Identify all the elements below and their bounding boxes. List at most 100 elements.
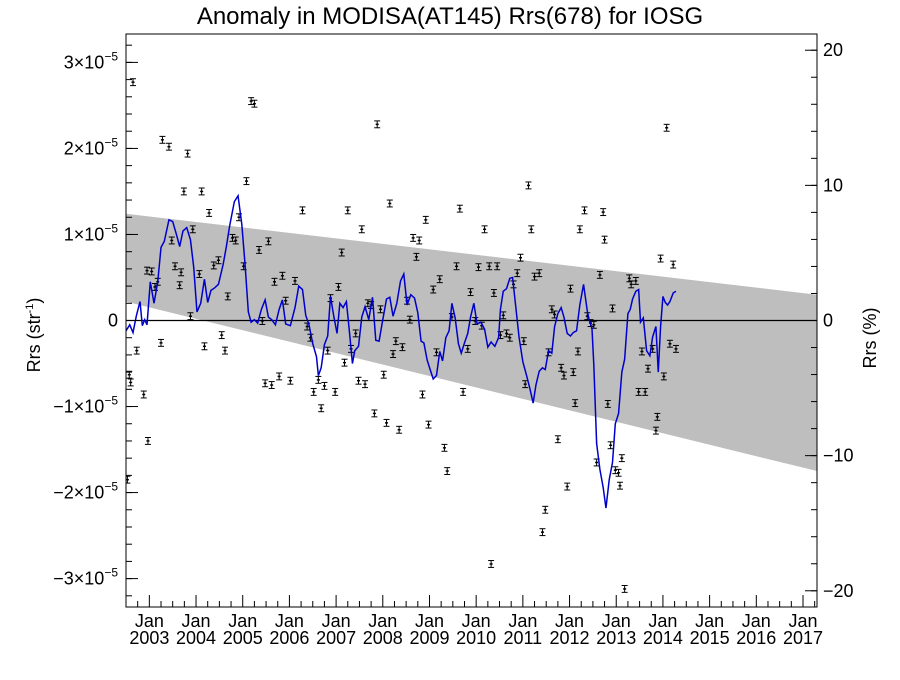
x-tick-label-month: Jan <box>742 611 771 631</box>
data-point <box>224 292 231 301</box>
data-point <box>232 236 239 245</box>
x-tick-label-year: 2012 <box>550 628 590 648</box>
data-point <box>383 418 390 427</box>
data-point <box>256 246 263 254</box>
data-point <box>338 248 345 257</box>
data-point <box>539 528 546 537</box>
data-point <box>210 261 217 270</box>
data-point <box>456 204 463 213</box>
data-point <box>187 312 194 321</box>
y-left-tick-exponent: −5 <box>104 49 118 63</box>
data-point <box>374 120 381 129</box>
data-point <box>520 337 527 346</box>
x-tick-label-year: 2010 <box>456 628 496 648</box>
x-tick-label-year: 2008 <box>363 628 403 648</box>
y-right-tick-label: 0 <box>823 311 833 331</box>
y-left-tick-mantissa: −1×10 <box>53 397 104 417</box>
x-tick-label-year: 2003 <box>129 628 169 648</box>
data-point <box>525 181 532 190</box>
x-tick-label-month: Jan <box>368 611 397 631</box>
x-tick-label-month: Jan <box>508 611 537 631</box>
y-axis-left-title-sup: -1 <box>24 304 36 314</box>
chart-title: Anomaly in MODISA(AT145) Rrs(678) for IO… <box>197 3 703 30</box>
y-axis-right-title: Rrs (%) <box>860 308 880 369</box>
data-point <box>425 420 432 429</box>
data-point <box>176 281 183 290</box>
data-point <box>635 387 642 396</box>
data-point <box>531 272 538 281</box>
data-point <box>133 346 140 355</box>
data-point <box>396 425 403 434</box>
data-point <box>358 225 365 234</box>
y-axis-left-title: Rrs (str-1) <box>24 298 44 373</box>
data-point <box>344 206 351 215</box>
x-tick-label-year: 2009 <box>409 628 449 648</box>
data-point <box>657 254 664 263</box>
data-point <box>335 283 342 291</box>
data-point <box>371 409 378 418</box>
data-point <box>248 97 255 106</box>
data-point <box>364 299 371 308</box>
data-point <box>481 225 488 234</box>
data-point <box>548 305 555 314</box>
data-point <box>406 315 413 324</box>
data-point <box>536 269 543 278</box>
data-point <box>500 311 507 320</box>
data-point <box>517 253 524 262</box>
y-left-tick-mantissa: −3×10 <box>53 569 104 589</box>
y-left-tick-label: 0 <box>108 311 118 331</box>
data-point <box>144 437 151 445</box>
data-point <box>362 380 369 389</box>
y-right-tick-label: 10 <box>823 175 843 195</box>
data-point <box>265 237 272 246</box>
data-point <box>221 346 228 355</box>
data-point <box>558 363 565 372</box>
data-point <box>514 269 521 278</box>
y-left-tick-mantissa: 1×10 <box>64 224 105 244</box>
data-point <box>130 78 137 87</box>
data-point <box>178 268 185 277</box>
data-point <box>229 233 236 242</box>
x-tick-label-month: Jan <box>788 611 817 631</box>
data-point <box>215 256 222 265</box>
data-point <box>490 289 497 297</box>
data-point <box>292 276 299 285</box>
data-point <box>127 378 134 387</box>
data-point <box>467 288 474 297</box>
data-point <box>542 505 549 514</box>
data-point <box>567 284 574 293</box>
data-point <box>618 454 625 463</box>
data-point <box>663 123 670 132</box>
data-point <box>126 475 131 484</box>
data-point <box>600 208 607 217</box>
data-point <box>564 482 571 491</box>
x-tick-label-year: 2013 <box>596 628 636 648</box>
x-tick-label-month: Jan <box>555 611 584 631</box>
data-point <box>574 347 581 356</box>
data-point <box>165 142 172 151</box>
data-point <box>560 371 567 380</box>
data-point <box>628 280 635 289</box>
data-point <box>172 262 179 271</box>
y-right-tick-label: −20 <box>823 581 854 601</box>
data-point <box>399 343 406 352</box>
data-point <box>632 276 639 285</box>
y-left-tick-label: −1×10−5 <box>53 394 118 417</box>
data-point <box>268 381 275 389</box>
data-point <box>318 404 325 413</box>
data-point <box>196 270 203 278</box>
data-point <box>310 387 317 396</box>
y-left-tick-exponent: −5 <box>104 480 118 494</box>
data-point <box>168 236 175 245</box>
data-point <box>355 376 362 385</box>
data-point <box>201 342 208 351</box>
data-point <box>279 271 286 280</box>
data-point <box>604 400 611 408</box>
plot-area <box>126 78 817 593</box>
data-point <box>332 387 339 396</box>
y-left-tick-label: −3×10−5 <box>53 566 118 589</box>
data-point <box>642 387 649 396</box>
y-left-tick-mantissa: 3×10 <box>64 52 105 72</box>
